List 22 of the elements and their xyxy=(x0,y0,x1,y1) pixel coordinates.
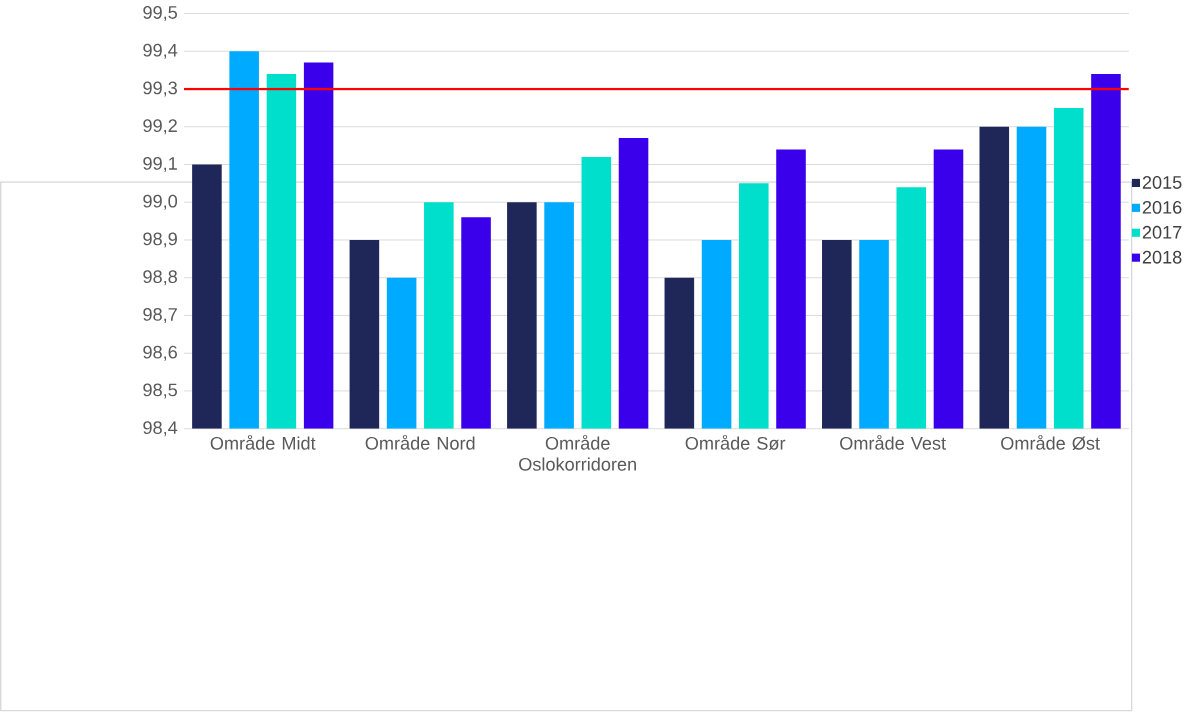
x-tick-label: Område Vest xyxy=(840,435,946,450)
y-tick-label: 98,8 xyxy=(143,270,177,286)
y-tick-label: 99,1 xyxy=(143,157,177,173)
x-tick-label: Område Midt xyxy=(210,435,316,450)
x-tick-label: Område Sør xyxy=(685,435,786,451)
legend-label: 2017 xyxy=(1142,226,1182,239)
y-tick-label: 99,4 xyxy=(143,44,178,59)
x-tick-label: Område Øst xyxy=(1001,435,1100,451)
legend-label: 2015 xyxy=(1142,176,1182,190)
y-tick-label: 98,4 xyxy=(143,421,178,437)
y-tick-label: 99,3 xyxy=(143,81,177,97)
y-tick-label: 98,6 xyxy=(143,345,177,361)
y-tick-label: 98,5 xyxy=(143,383,178,399)
x-tick-label: Område Nord xyxy=(365,435,475,450)
y-tick-label: 99,5 xyxy=(143,6,178,22)
y-tick-label: 98,9 xyxy=(143,232,177,248)
y-tick-label: 98,7 xyxy=(143,308,177,324)
y-tick-label: 99,2 xyxy=(143,119,177,135)
y-tick-label: 99,0 xyxy=(143,194,178,210)
x-tick-label: Område Oslokorridoren xyxy=(519,435,636,471)
legend-label: 2016 xyxy=(1142,201,1182,215)
legend-label: 2018 xyxy=(1142,251,1182,264)
